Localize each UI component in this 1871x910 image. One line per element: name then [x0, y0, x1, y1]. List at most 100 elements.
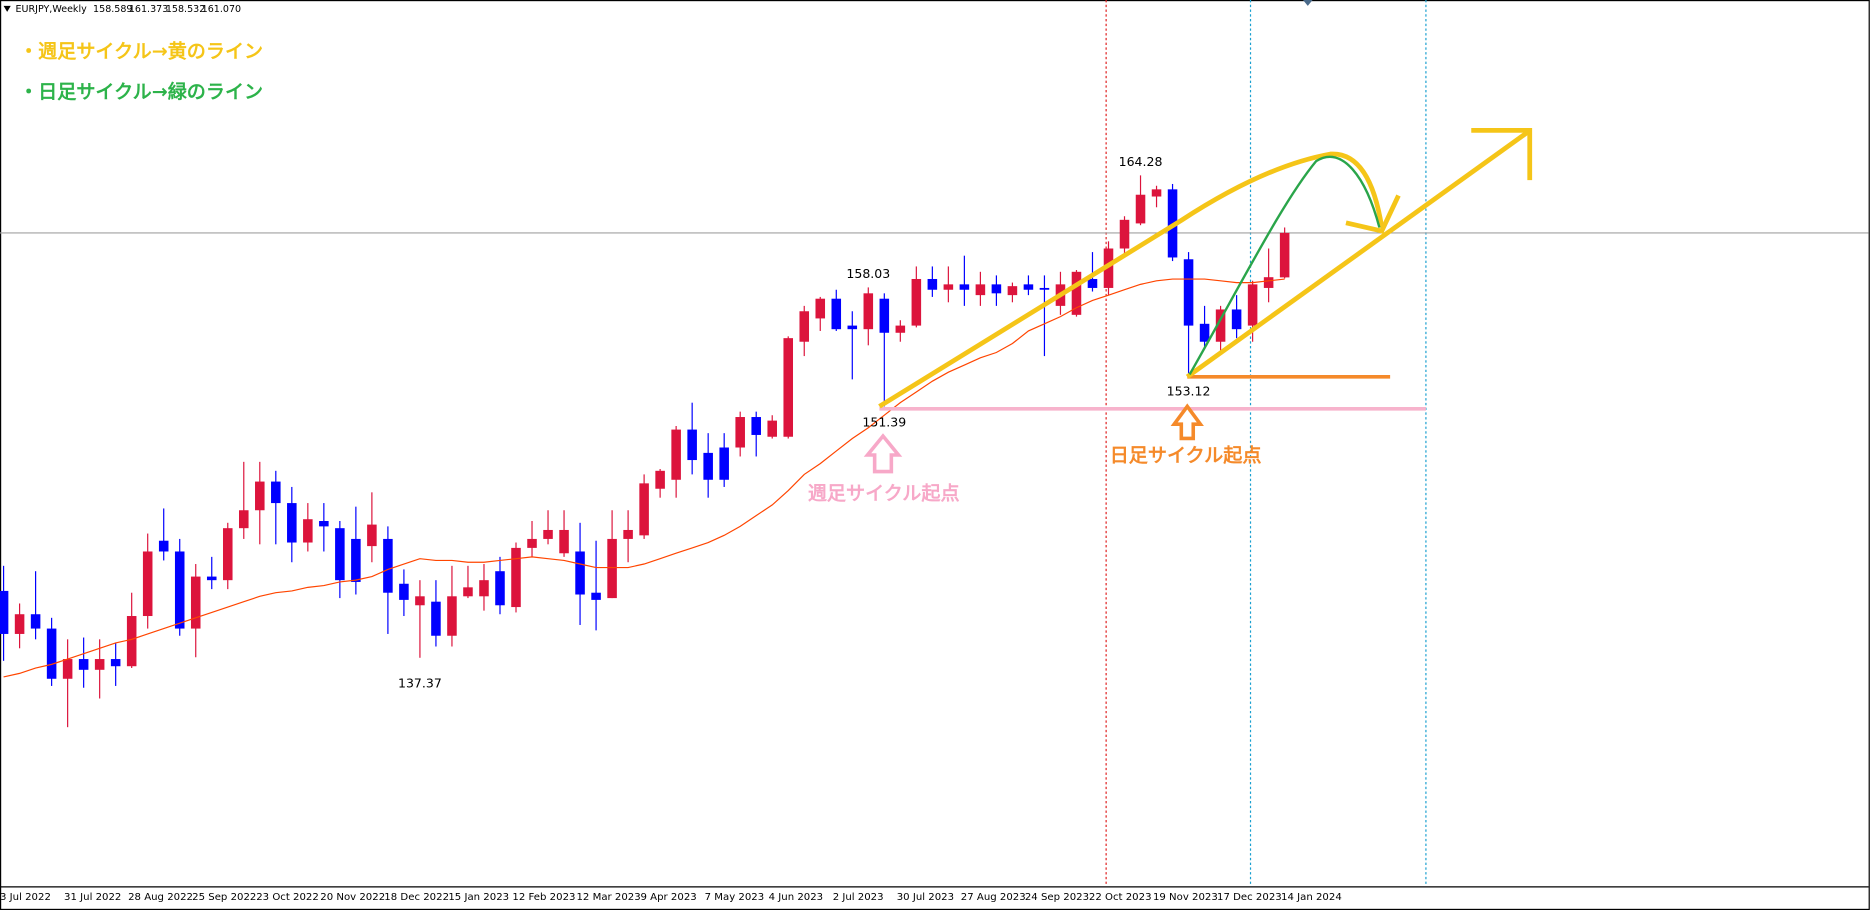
- candle-body: [943, 284, 954, 290]
- candle-body: [1247, 284, 1258, 326]
- pink-arrow: [863, 433, 903, 474]
- daily-origin-label: 日足サイクル起点: [1110, 445, 1262, 467]
- candle-body: [671, 429, 681, 480]
- candle-body: [591, 592, 601, 600]
- candle-body: [415, 596, 425, 606]
- candle-body: [1071, 271, 1082, 315]
- candle-body: [319, 521, 329, 527]
- candle-body: [271, 481, 281, 504]
- price-label: 151.39: [862, 415, 906, 430]
- candle-body: [303, 519, 313, 543]
- candle-body: [383, 538, 393, 593]
- note-weekly: ・週足サイクル→黄のライン: [19, 40, 263, 63]
- candle-body: [222, 528, 233, 581]
- candle-body: [1023, 284, 1034, 290]
- candle-body: [351, 538, 361, 582]
- x-tick-label: 9 Apr 2023: [641, 892, 697, 903]
- candle-body: [447, 596, 457, 636]
- drawings: [863, 127, 1533, 474]
- price-label: 153.12: [1167, 384, 1211, 399]
- candle-body: [399, 583, 409, 600]
- x-tick-label: 22 Oct 2023: [1089, 892, 1152, 903]
- candle-body: [927, 278, 938, 290]
- candle-body: [463, 587, 473, 597]
- x-tick-label: 23 Oct 2022: [256, 892, 319, 903]
- candle-body: [975, 284, 986, 296]
- candle-body: [1183, 259, 1194, 326]
- candle-body: [110, 659, 121, 667]
- note-daily: ・日足サイクル→緑のライン: [19, 80, 263, 103]
- candle-body: [1199, 323, 1210, 342]
- x-tick-label: 19 Nov 2023: [1153, 892, 1218, 903]
- candle-body: [735, 417, 745, 448]
- x-tick-label: 31 Jul 2022: [64, 892, 121, 903]
- candle-body: [911, 278, 922, 326]
- x-tick-label: 7 May 2023: [705, 892, 765, 903]
- candle-body: [479, 580, 489, 597]
- x-tick-label: 25 Sep 2022: [192, 892, 256, 903]
- candle-body: [287, 503, 297, 543]
- candle-body: [431, 601, 441, 636]
- plot: [0, 175, 1869, 728]
- price-label: 137.37: [398, 675, 442, 690]
- candle-body: [959, 284, 970, 290]
- candle-body: [879, 298, 890, 333]
- candle-body: [78, 659, 89, 670]
- candle-body: [30, 614, 41, 629]
- symbol: EURJPY,Weekly: [16, 4, 88, 15]
- green-curve: [1188, 155, 1381, 376]
- x-tick-label: 4 Jun 2023: [769, 892, 824, 903]
- candle-body: [575, 551, 585, 595]
- x-tick-label: 20 Nov 2022: [320, 892, 385, 903]
- price-label: 164.28: [1119, 154, 1163, 169]
- candle-body: [206, 576, 217, 581]
- x-tick-label: 17 Dec 2023: [1217, 892, 1282, 903]
- vertical-lines: [1105, 0, 1427, 887]
- candle-body: [815, 298, 826, 319]
- x-tick-label: 12 Feb 2023: [512, 892, 575, 903]
- candle-body: [751, 417, 761, 435]
- moving-average: [3, 278, 1285, 678]
- candle-body: [62, 659, 73, 679]
- candle-body: [831, 298, 842, 330]
- yellow-line: [1185, 129, 1530, 379]
- ohlc-value: 158.589: [93, 4, 132, 15]
- candle-body: [687, 429, 697, 461]
- candle-body: [190, 576, 201, 629]
- x-tick-label: 3 Jul 2022: [0, 892, 51, 903]
- candle-body: [0, 590, 9, 634]
- candle-body: [863, 293, 874, 330]
- candle-body: [1215, 309, 1226, 342]
- candle-body: [367, 524, 377, 547]
- ohlc-value: 161.070: [202, 4, 241, 15]
- yellow-curve: [878, 151, 1385, 409]
- orange-arrow: [1170, 403, 1204, 441]
- x-tick-label: 28 Aug 2022: [128, 892, 193, 903]
- weekly-origin-label: 週足サイクル起点: [808, 483, 960, 505]
- candle-body: [335, 528, 345, 581]
- candle-body: [1039, 287, 1050, 290]
- candle-body: [895, 325, 906, 333]
- candle-body: [655, 470, 665, 489]
- x-tick-label: 30 Jul 2023: [897, 892, 954, 903]
- x-tick-label: 24 Sep 2023: [1025, 892, 1089, 903]
- yellow-arrowhead: [1345, 194, 1401, 234]
- candle-body: [255, 481, 265, 511]
- candle-body: [1007, 286, 1018, 296]
- candle-body: [1103, 248, 1114, 288]
- candle-body: [719, 447, 729, 480]
- candle-body: [799, 311, 810, 342]
- candle-body: [126, 616, 137, 667]
- candle-body: [46, 628, 57, 679]
- candle-body: [1263, 277, 1274, 288]
- x-tick-label: 12 Mar 2023: [576, 892, 640, 903]
- candle-body: [991, 284, 1002, 294]
- candle-body: [527, 538, 537, 548]
- x-tick-label: 15 Jan 2023: [448, 892, 509, 903]
- yellow-arrowhead: [1471, 127, 1533, 181]
- candle-body: [639, 483, 649, 536]
- candle-body: [1151, 189, 1162, 197]
